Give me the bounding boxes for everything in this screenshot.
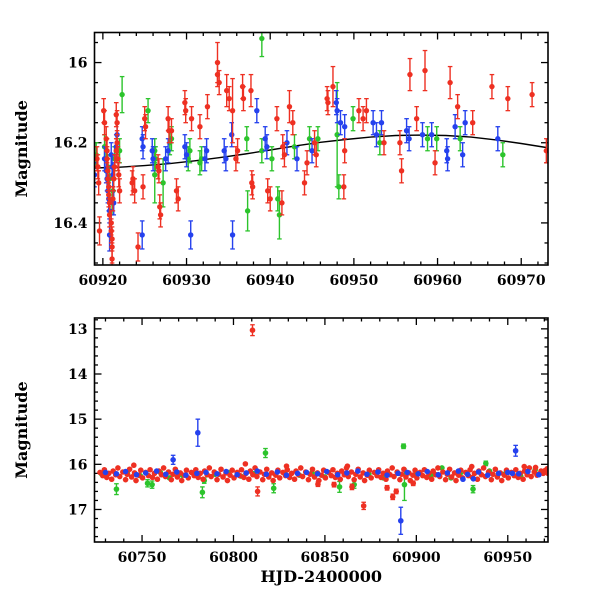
y-tick-label: 16 — [68, 56, 87, 72]
x-tick-label: 60750 — [118, 550, 167, 566]
bottom-y-tick-labels: 13 14 15 16 17 — [68, 322, 88, 519]
x-tick-label: 60920 — [79, 273, 128, 289]
top-frame — [93, 31, 549, 266]
x-tick-label: 60960 — [413, 273, 462, 289]
x-tick-label: 60950 — [330, 273, 379, 289]
bottom-series-blue — [102, 418, 542, 535]
y-tick-label: 14 — [68, 367, 88, 383]
fit-curve — [94, 134, 547, 169]
x-axis-title: HJD-2400000 — [261, 567, 382, 586]
x-tick-label: 60900 — [392, 550, 441, 566]
y-tick-label: 13 — [68, 322, 87, 338]
x-tick-label: 60800 — [209, 550, 258, 566]
x-tick-label: 60970 — [497, 273, 546, 289]
top-series-red — [94, 41, 548, 265]
y-tick-label: 16.2 — [53, 136, 87, 152]
top-y-axis-title: Magnitude — [12, 100, 31, 197]
x-tick-label: 60850 — [301, 550, 350, 566]
top-x-tick-labels: 60920 60930 60940 60950 60960 60970 — [79, 273, 546, 289]
y-tick-label: 16 — [68, 457, 87, 473]
x-tick-label: 60940 — [246, 273, 295, 289]
top-panel: 60920 60930 60940 60950 60960 60970 16 16.2 16.4… — [12, 31, 549, 289]
y-tick-label: 17 — [68, 502, 87, 518]
y-tick-label: 15 — [68, 412, 87, 428]
bottom-y-axis-title: Magnitude — [12, 381, 31, 478]
bottom-x-tick-labels: 60750 60800 60850 60900 60950 — [118, 550, 533, 566]
top-y-tick-labels: 16 16.2 16.4 — [53, 56, 87, 232]
x-tick-label: 60930 — [162, 273, 211, 289]
y-tick-label: 16.4 — [53, 216, 87, 232]
bottom-panel: 60750 60800 60850 60900 60950 13 14 15 16 17 Magni… — [12, 317, 549, 586]
bottom-frame — [93, 317, 549, 543]
x-tick-label: 60950 — [483, 550, 532, 566]
